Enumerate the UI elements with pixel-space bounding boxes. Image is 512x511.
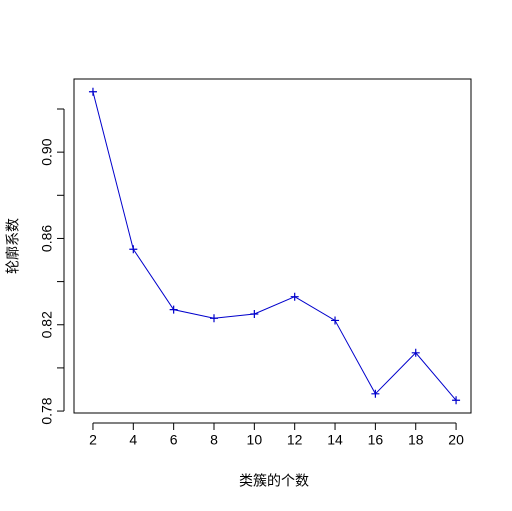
plot-box	[73, 78, 472, 414]
y-tick-label: 0.82	[39, 311, 55, 338]
point-marker	[452, 396, 461, 405]
point-marker	[371, 389, 380, 398]
x-axis-title: 类簇的个数	[239, 473, 309, 489]
y-axis-title: 轮廓系数	[5, 218, 21, 274]
data-line	[92, 91, 457, 401]
point-marker	[209, 314, 218, 323]
x-tick-label: 4	[129, 432, 137, 448]
y-tick-label: 0.90	[39, 138, 55, 165]
x-tick-label: 2	[89, 432, 97, 448]
x-tick-label: 20	[448, 432, 464, 448]
point-marker	[411, 348, 420, 357]
point-marker	[129, 245, 138, 254]
x-tick-label: 10	[247, 432, 263, 448]
x-tick-label: 6	[170, 432, 178, 448]
x-tick-label: 12	[287, 432, 303, 448]
point-marker	[88, 87, 97, 96]
y-tick-label: 0.86	[39, 225, 55, 252]
point-marker	[331, 316, 340, 325]
point-marker	[169, 305, 178, 314]
x-tick-label: 18	[408, 432, 424, 448]
x-tick-label: 14	[327, 432, 343, 448]
point-marker	[250, 309, 259, 318]
x-tick-label: 8	[210, 432, 218, 448]
y-tick-label: 0.78	[39, 397, 55, 424]
point-marker	[290, 292, 299, 301]
x-tick-label: 16	[368, 432, 384, 448]
